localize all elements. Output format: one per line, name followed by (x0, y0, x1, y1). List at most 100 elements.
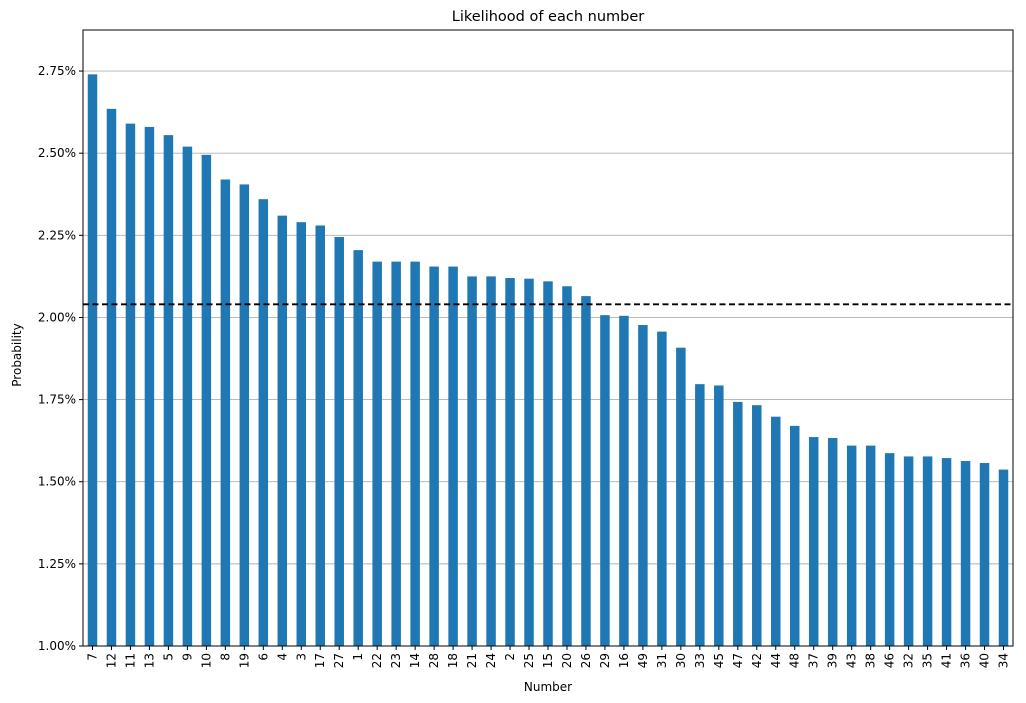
bar (638, 325, 648, 646)
x-tick-label: 22 (370, 653, 384, 668)
x-tick-label: 36 (959, 653, 973, 668)
bar (467, 276, 477, 646)
bar (903, 456, 914, 646)
bar (220, 179, 231, 646)
x-tick-label: 32 (902, 653, 916, 668)
bar (581, 296, 591, 646)
bar (714, 385, 724, 646)
x-tick-label: 14 (408, 653, 422, 668)
y-tick-label: 1.25% (38, 557, 76, 571)
x-tick-label: 19 (237, 653, 251, 668)
x-tick-label: 20 (560, 653, 574, 668)
x-tick-label: 18 (446, 653, 460, 668)
bar (410, 261, 420, 646)
x-tick-label: 47 (731, 653, 745, 668)
bar (600, 315, 610, 646)
bar (144, 126, 155, 646)
bar (884, 453, 895, 646)
x-tick-label: 34 (997, 653, 1011, 668)
bar (865, 445, 876, 646)
x-tick-label: 42 (750, 653, 764, 668)
x-tick-label: 45 (712, 653, 726, 668)
bar (106, 108, 117, 646)
bar (505, 278, 515, 646)
x-tick-label: 37 (807, 653, 821, 668)
x-tick-label: 11 (123, 653, 137, 668)
bar (733, 401, 743, 646)
bar (201, 154, 212, 647)
x-tick-label: 23 (389, 653, 403, 668)
x-tick-label: 24 (484, 653, 498, 668)
bar (846, 445, 857, 646)
bar (353, 250, 363, 646)
x-tick-label: 26 (579, 653, 593, 668)
x-tick-label: 21 (465, 653, 479, 668)
x-tick-label: 3 (294, 653, 308, 661)
x-tick-label: 27 (332, 653, 346, 668)
bar (752, 405, 762, 646)
y-tick-label: 2.50% (38, 146, 76, 160)
x-tick-label: 46 (883, 653, 897, 668)
x-tick-label: 10 (199, 653, 213, 668)
y-tick-label: 2.25% (38, 228, 76, 242)
bar (334, 236, 344, 646)
x-tick-label: 16 (617, 653, 631, 668)
y-tick-label: 2.00% (38, 310, 76, 324)
x-tick-label: 1 (351, 653, 365, 661)
bar (960, 461, 971, 646)
x-tick-label: 8 (218, 653, 232, 661)
bar (771, 416, 781, 646)
y-tick-label: 2.75% (38, 64, 76, 78)
x-tick-label: 6 (256, 653, 270, 661)
x-tick-label: 39 (826, 653, 840, 668)
bar (315, 225, 325, 646)
x-tick-label: 44 (769, 653, 783, 668)
bar (296, 222, 307, 646)
x-tick-label: 38 (864, 653, 878, 668)
bar (657, 331, 667, 646)
bar (277, 215, 288, 646)
x-tick-label: 33 (693, 653, 707, 668)
x-tick-label: 40 (978, 653, 992, 668)
bar (429, 266, 439, 646)
x-tick-label: 28 (427, 653, 441, 668)
y-axis-ticks: 1.00% 1.25% 1.50% 1.75% 2.00% 2.25% 2.50% 2.75% (38, 64, 83, 653)
x-tick-label: 2 (503, 653, 517, 661)
bars-group (87, 74, 1009, 647)
bar (258, 199, 269, 646)
x-tick-label: 15 (541, 653, 555, 668)
bar (543, 281, 553, 646)
bar (125, 123, 136, 646)
x-tick-label: 31 (655, 653, 669, 668)
bar (87, 74, 98, 647)
x-tick-label: 43 (845, 653, 859, 668)
bar (676, 347, 686, 646)
bar (239, 184, 250, 647)
bar (979, 463, 990, 646)
bar (808, 437, 819, 646)
chart-title: Likelihood of each number (452, 9, 645, 25)
bar (524, 278, 534, 646)
x-tick-label: 7 (85, 653, 99, 661)
bar (922, 456, 933, 646)
x-axis-label: Number (524, 680, 572, 694)
x-tick-label: 48 (788, 653, 802, 668)
x-tick-label: 13 (142, 653, 156, 668)
x-tick-label: 30 (674, 653, 688, 668)
bar (619, 315, 629, 646)
bar (486, 276, 496, 646)
bar (998, 469, 1009, 646)
bar (941, 458, 952, 646)
x-tick-label: 4 (275, 653, 289, 661)
x-tick-label: 25 (522, 653, 536, 668)
bar (789, 425, 800, 646)
x-tick-label: 49 (636, 653, 650, 668)
x-tick-label: 9 (180, 653, 194, 661)
y-tick-label: 1.75% (38, 393, 76, 407)
bar (448, 266, 458, 646)
bar (695, 384, 705, 646)
bar (827, 438, 838, 646)
x-tick-label: 12 (104, 653, 118, 668)
bar (391, 261, 401, 646)
